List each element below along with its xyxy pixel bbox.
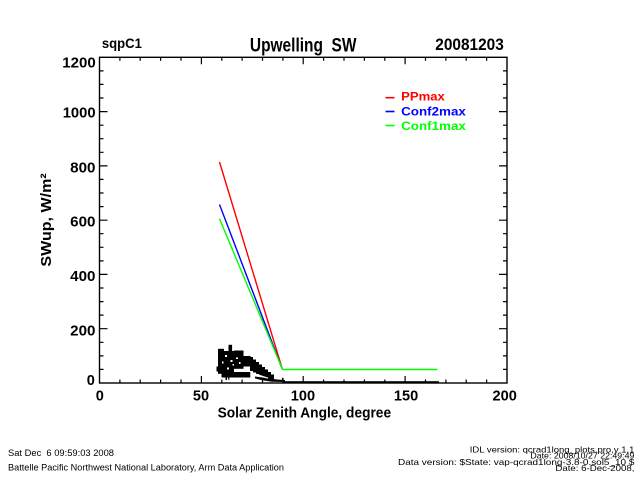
svg-text:800: 800	[70, 159, 95, 176]
svg-text:Upwelling SW: Upwelling SW	[250, 35, 357, 56]
svg-text:Solar Zenith Angle, degree: Solar Zenith Angle, degree	[218, 404, 392, 421]
svg-text:sqpC1: sqpC1	[102, 36, 142, 51]
svg-text:Date: 6-Dec-2008,: Date: 6-Dec-2008,	[555, 463, 634, 473]
svg-text:1200: 1200	[62, 54, 95, 71]
svg-text:Sat Dec 6 09:59:03 2008: Sat Dec 6 09:59:03 2008	[8, 448, 114, 458]
svg-text:Battelle Pacific Northwest Nat: Battelle Pacific Northwest National Labo…	[8, 463, 284, 473]
svg-text:Conf2max: Conf2max	[401, 106, 466, 118]
svg-text:100: 100	[291, 388, 315, 405]
svg-text:SWup, W/m²: SWup, W/m²	[38, 173, 55, 266]
svg-text:200: 200	[493, 388, 517, 405]
svg-text:20081203: 20081203	[435, 36, 504, 54]
svg-text:150: 150	[394, 388, 418, 405]
svg-text:IDL version: qcrad1long_plots.: IDL version: qcrad1long_plots.pro,v 1.1	[470, 445, 635, 455]
svg-text:Data version: $State: vap-qcra: Data version: $State: vap-qcrad1long-3.8…	[398, 457, 635, 467]
svg-text:Conf1max: Conf1max	[401, 121, 466, 133]
svg-text:Date: 2008/10/27 22:49:49: Date: 2008/10/27 22:49:49	[530, 451, 634, 461]
svg-text:600: 600	[70, 214, 95, 231]
svg-text:1000: 1000	[63, 105, 96, 122]
svg-text:200: 200	[70, 322, 95, 339]
svg-text:0: 0	[96, 388, 104, 405]
svg-text:400: 400	[70, 268, 95, 285]
svg-text:PPmax: PPmax	[401, 92, 445, 104]
svg-text:50: 50	[193, 388, 209, 405]
svg-text:0: 0	[87, 372, 95, 389]
